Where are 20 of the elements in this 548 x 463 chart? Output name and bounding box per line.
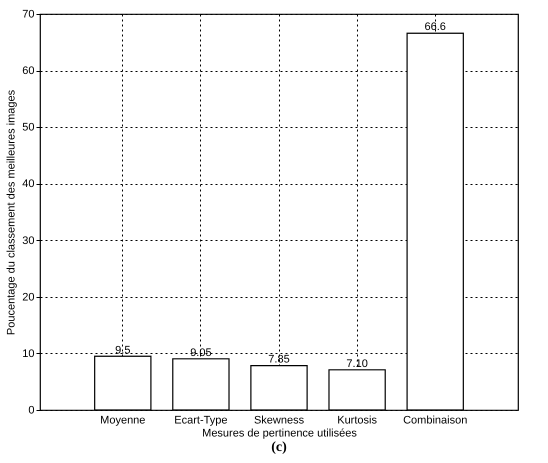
y-tick-label: 20 xyxy=(22,291,34,304)
y-tick-label: 70 xyxy=(22,8,34,20)
text: (c) xyxy=(271,440,288,455)
x-axis-title: Mesures de pertinence utilisées xyxy=(202,428,358,440)
data-label: 7.85 xyxy=(268,354,290,366)
data-label: 66.6 xyxy=(424,21,446,34)
x-tick-label: Combinaison xyxy=(403,414,468,426)
y-tick-label: 10 xyxy=(22,348,34,360)
x-tick-label: Moyenne xyxy=(100,414,146,426)
y-tick-label: 0 xyxy=(28,404,34,416)
y-tick-label: 60 xyxy=(22,65,34,78)
y-axis-title: Poucentage du classement des meilleures images xyxy=(5,89,18,336)
x-tick-label: Kurtosis xyxy=(337,414,378,426)
x-tick-label: Skewness xyxy=(254,414,305,426)
data-label: 9.5 xyxy=(115,344,130,356)
y-tick-label: 30 xyxy=(22,234,34,247)
x-tick-label: Ecart-Type xyxy=(174,414,228,426)
data-label: 7.10 xyxy=(346,358,368,370)
y-tick-label: 50 xyxy=(22,122,34,134)
y-tick-label: 40 xyxy=(22,178,34,190)
